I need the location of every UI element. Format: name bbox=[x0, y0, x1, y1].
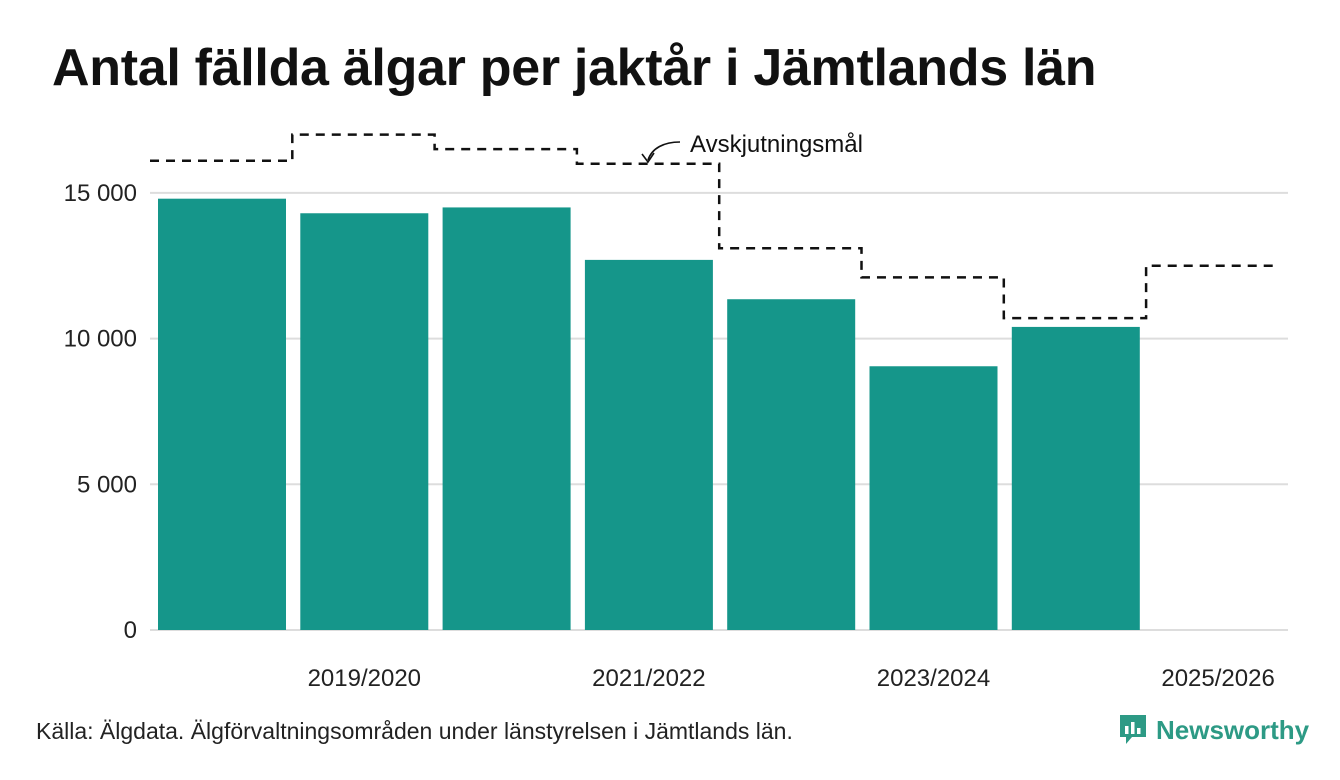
bars bbox=[158, 198, 1140, 630]
bar bbox=[158, 198, 286, 630]
bar bbox=[727, 299, 856, 630]
annotation-arrow-icon bbox=[647, 141, 681, 161]
brand: Newsworthy bbox=[1118, 713, 1309, 747]
y-axis-ticks: 0 5 000 10 000 15 000 bbox=[64, 180, 137, 644]
x-tick-label: 2021/2022 bbox=[592, 665, 705, 692]
y-tick-label: 5 000 bbox=[77, 471, 137, 498]
source-note: Källa: Älgdata. Älgförvaltningsområden u… bbox=[36, 718, 793, 744]
x-axis-ticks: 2019/2020 2021/2022 2023/2024 2025/2026 bbox=[308, 665, 1275, 692]
newsworthy-logo-icon bbox=[1120, 715, 1146, 744]
x-tick-label: 2019/2020 bbox=[308, 665, 421, 692]
brand-name: Newsworthy bbox=[1156, 714, 1310, 745]
annotation-arrowhead-icon bbox=[641, 152, 655, 164]
bar bbox=[584, 259, 713, 630]
bar bbox=[1011, 326, 1140, 630]
bar bbox=[869, 366, 998, 630]
bar bbox=[300, 213, 429, 630]
annotation-label: Avskjutningsmål bbox=[690, 131, 863, 158]
chart-title: Antal fällda älgar per jaktår i Jämtland… bbox=[52, 39, 1097, 97]
x-tick-label: 2023/2024 bbox=[877, 665, 990, 692]
y-tick-label: 15 000 bbox=[64, 180, 137, 207]
y-tick-label: 0 bbox=[124, 617, 137, 644]
target-annotation: Avskjutningsmål bbox=[641, 131, 863, 164]
x-tick-label: 2025/2026 bbox=[1161, 665, 1274, 692]
y-tick-label: 10 000 bbox=[64, 326, 137, 353]
bar bbox=[442, 207, 571, 630]
